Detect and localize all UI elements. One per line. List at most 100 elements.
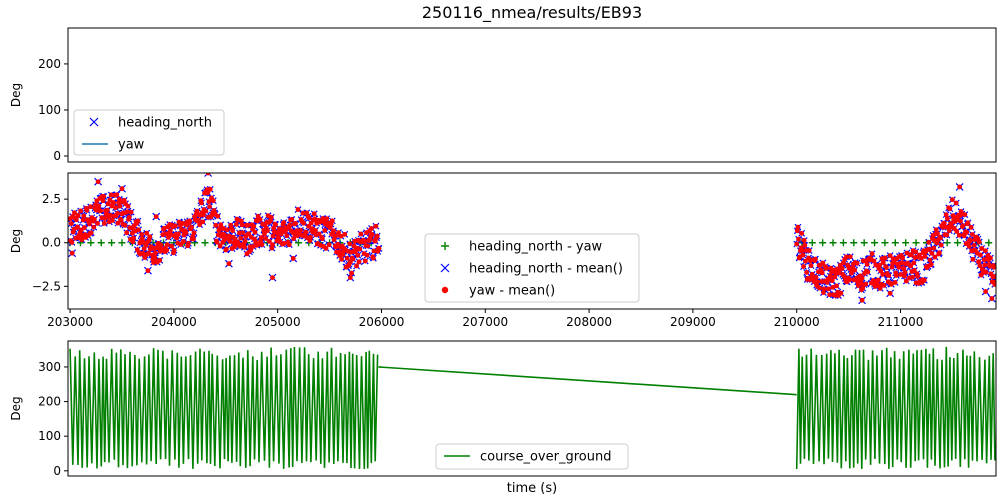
legend-swatch — [89, 117, 99, 127]
data-point — [263, 0, 268, 2]
data-point — [109, 0, 114, 2]
data-point — [126, 0, 131, 2]
data-point — [803, 258, 808, 264]
data-point — [78, 0, 83, 2]
data-point — [317, 0, 322, 2]
legend-2: heading_north - yaw heading_north - mean(… — [424, 233, 640, 303]
data-point — [951, 0, 956, 2]
data-point — [91, 224, 97, 230]
data-point — [326, 242, 332, 248]
data-point — [252, 0, 257, 2]
data-point — [944, 0, 949, 2]
data-point — [224, 227, 230, 233]
data-point — [362, 239, 368, 244]
data-point — [86, 0, 91, 2]
data-point — [992, 0, 997, 2]
series-course-over-ground — [69, 346, 996, 470]
data-point — [308, 234, 313, 240]
data-point — [806, 248, 812, 253]
data-point — [925, 0, 930, 2]
data-point — [108, 0, 113, 2]
data-point — [830, 284, 836, 290]
data-point — [327, 0, 332, 2]
data-point — [838, 290, 844, 296]
data-point — [864, 0, 869, 2]
data-point — [68, 221, 74, 227]
data-point — [962, 0, 967, 2]
data-point — [264, 0, 269, 2]
data-point — [921, 277, 927, 283]
data-point — [950, 197, 955, 203]
data-point — [874, 0, 879, 2]
data-point — [827, 292, 833, 298]
data-point — [217, 243, 223, 249]
data-point — [69, 240, 75, 245]
data-point — [809, 0, 814, 2]
data-point — [899, 0, 904, 2]
data-point — [896, 264, 902, 270]
data-point — [298, 0, 303, 2]
data-point — [852, 267, 858, 273]
data-point — [257, 0, 262, 2]
data-point — [926, 0, 931, 2]
data-point — [945, 216, 950, 221]
data-point — [892, 280, 898, 285]
data-point — [223, 0, 228, 2]
data-point — [213, 222, 219, 228]
data-point — [258, 0, 263, 2]
data-point — [943, 0, 948, 2]
data-point — [171, 0, 176, 2]
data-point — [822, 0, 827, 2]
data-point — [871, 239, 879, 247]
data-point — [174, 0, 179, 2]
data-point — [882, 255, 888, 261]
data-point — [210, 0, 215, 2]
data-point — [228, 0, 233, 2]
data-point — [863, 0, 868, 2]
data-point — [828, 0, 833, 2]
legend-box — [73, 109, 225, 156]
data-point — [182, 0, 187, 2]
data-point — [181, 0, 186, 2]
data-point — [116, 0, 121, 2]
data-point — [862, 0, 867, 2]
data-point — [261, 231, 267, 237]
data-point — [300, 210, 306, 216]
data-point — [970, 0, 975, 2]
data-point — [251, 0, 256, 2]
data-point — [205, 173, 211, 176]
data-point — [802, 242, 808, 248]
data-point — [81, 213, 87, 219]
data-point — [794, 0, 799, 2]
data-point — [832, 0, 837, 2]
data-point — [145, 268, 151, 274]
series-line — [378, 366, 797, 396]
data-point — [316, 0, 321, 2]
legend-swatch — [441, 242, 449, 250]
data-point — [364, 0, 369, 2]
data-point — [821, 286, 827, 292]
data-point — [982, 0, 987, 2]
data-point — [153, 250, 158, 256]
data-point — [335, 0, 340, 2]
data-point — [98, 208, 103, 214]
data-point — [863, 281, 869, 287]
data-point — [284, 0, 289, 2]
data-point — [311, 211, 317, 217]
data-point — [88, 0, 93, 2]
data-point — [115, 220, 121, 226]
data-point — [160, 0, 165, 2]
data-point — [139, 0, 144, 2]
data-point — [137, 0, 142, 2]
data-point — [204, 173, 213, 177]
data-point — [969, 232, 975, 237]
data-point — [979, 0, 984, 2]
data-point — [933, 0, 938, 2]
data-point — [247, 0, 252, 2]
data-point — [240, 0, 245, 2]
data-point — [806, 0, 811, 2]
data-point — [278, 231, 284, 237]
data-point — [829, 0, 834, 2]
data-point — [362, 0, 367, 2]
data-point — [312, 0, 317, 2]
